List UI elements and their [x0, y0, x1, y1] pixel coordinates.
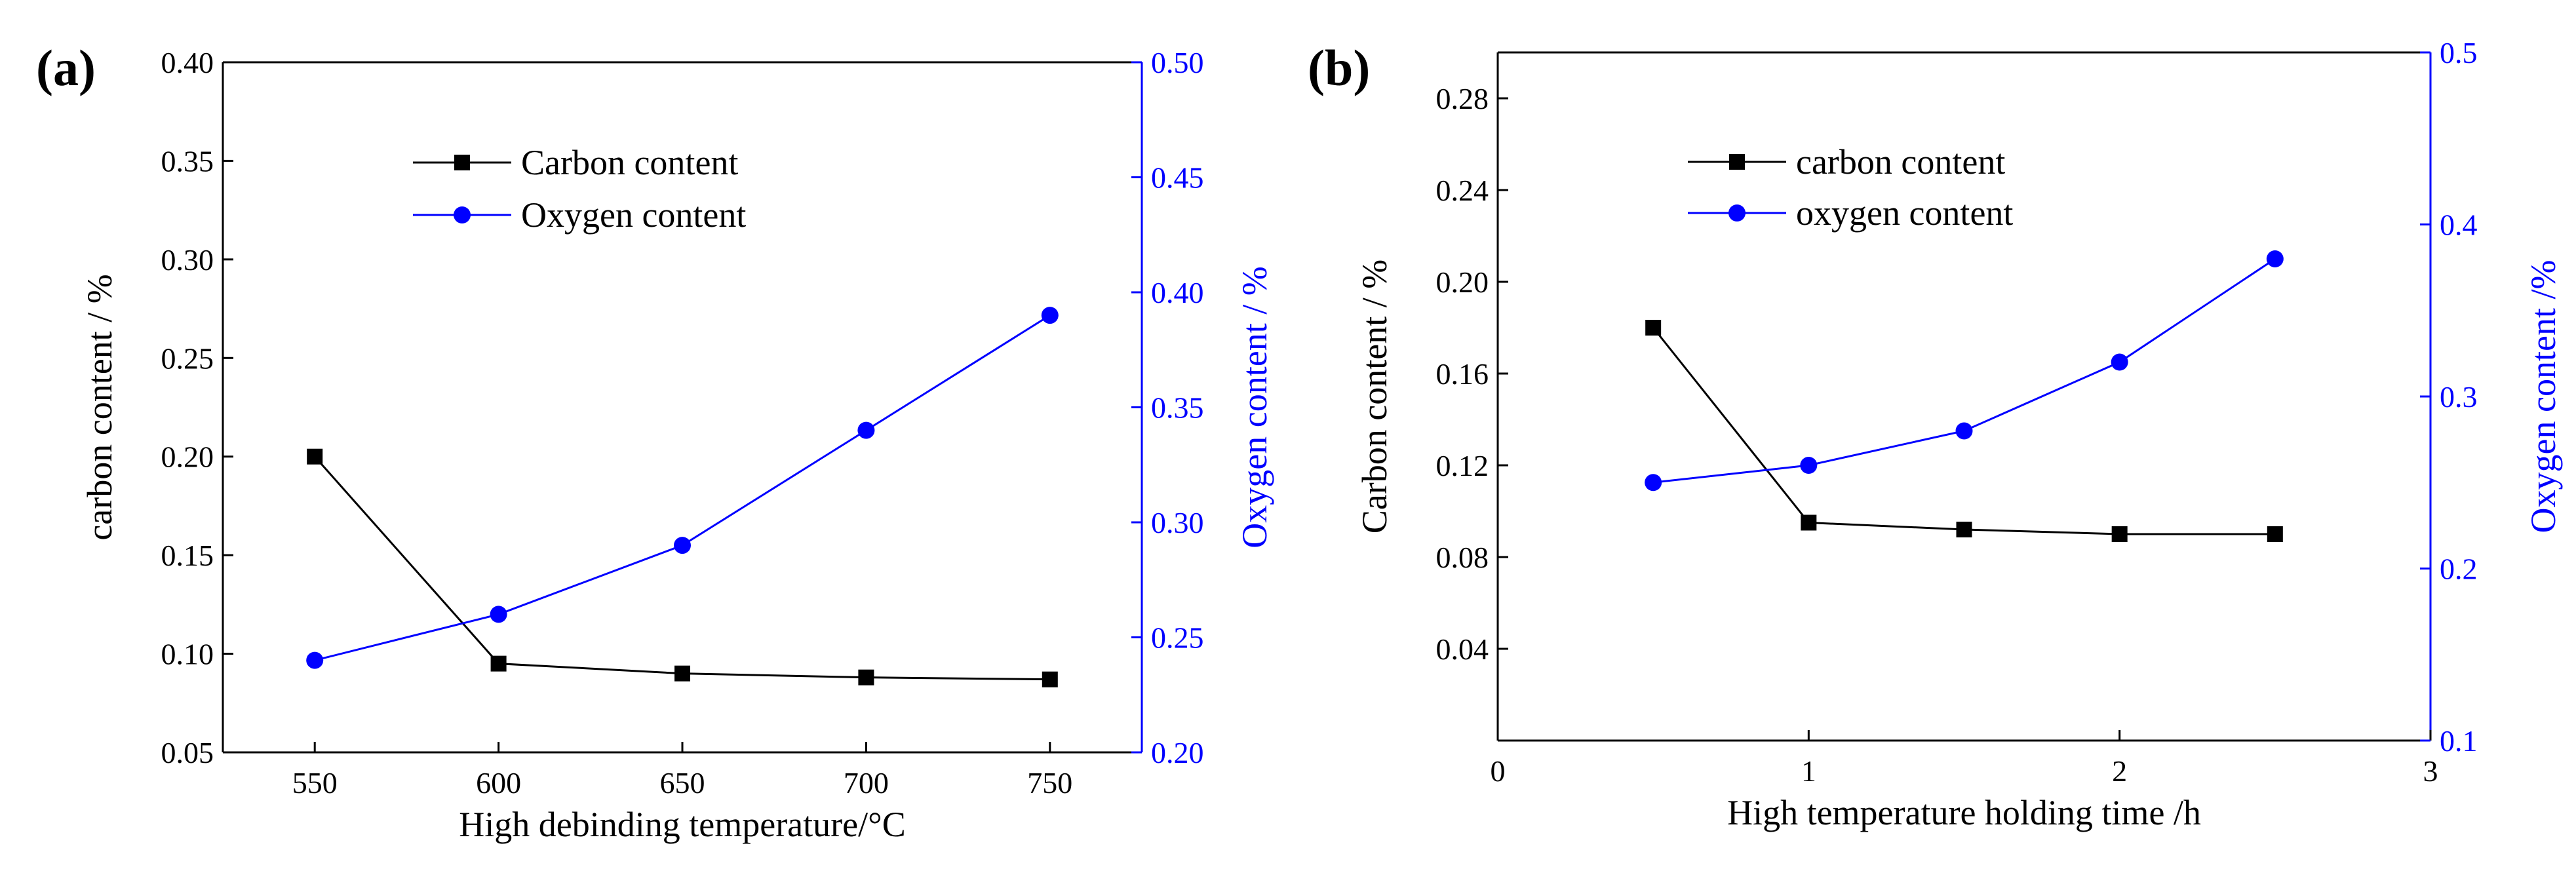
right-y-tick-label: 0.45 — [1151, 161, 1204, 195]
right-y-tick-label: 0.35 — [1151, 391, 1204, 425]
carbon-data-point — [1645, 320, 1662, 336]
x-tick-label: 750 — [1027, 766, 1072, 800]
right-y-tick-label: 0.4 — [2440, 208, 2478, 242]
x-axis-title: High temperature holding time /h — [1727, 793, 2201, 832]
left-y-tick-label: 0.20 — [1436, 265, 1489, 299]
left-y-tick-label: 0.28 — [1436, 82, 1489, 115]
right-y-tick-label: 0.3 — [2440, 380, 2478, 414]
left-y-axis-title: carbon content / % — [80, 274, 119, 540]
legend-label: Carbon content — [521, 143, 738, 182]
right-y-tick-label: 0.25 — [1151, 621, 1204, 655]
right-y-tick-label: 0.5 — [2440, 36, 2478, 69]
left-y-tick-label: 0.24 — [1436, 174, 1489, 207]
x-tick-label: 1 — [1801, 754, 1816, 788]
carbon-data-point — [2111, 526, 2128, 542]
right-y-axis-title: Oxygen content /% — [2524, 260, 2563, 533]
x-tick-label: 0 — [1491, 754, 1506, 788]
right-y-tick-label: 0.1 — [2440, 724, 2478, 758]
carbon-data-point — [1956, 522, 1972, 537]
x-tick-label: 650 — [660, 766, 705, 800]
legend-label: oxygen content — [1796, 193, 2013, 233]
x-tick-label: 550 — [292, 766, 338, 800]
panel-label: (a) — [36, 39, 96, 96]
legend-marker-circle — [1728, 204, 1746, 222]
carbon-data-point — [1042, 671, 1058, 687]
carbon-data-point — [490, 655, 507, 672]
x-axis-title: High debinding temperature/°C — [459, 805, 905, 844]
right-y-tick-label: 0.30 — [1151, 506, 1204, 539]
oxygen-data-point — [2266, 250, 2284, 267]
right-y-axis-title: Oxygen content / % — [1235, 266, 1274, 548]
panel-label: (b) — [1308, 39, 1370, 96]
x-tick-label: 700 — [844, 766, 889, 800]
x-tick-label: 2 — [2112, 754, 2127, 788]
carbon-data-point — [674, 665, 690, 682]
right-y-tick-label: 0.40 — [1151, 276, 1204, 309]
left-y-tick-label: 0.35 — [161, 144, 214, 178]
carbon-data-point — [858, 669, 874, 686]
carbon-series-line — [314, 455, 1050, 681]
left-y-tick-label: 0.10 — [161, 638, 214, 671]
oxygen-data-point — [2111, 353, 2128, 371]
left-y-tick-label: 0.04 — [1436, 632, 1489, 666]
legend-marker-circle — [454, 206, 471, 223]
left-y-tick-label: 0.30 — [161, 243, 214, 277]
oxygen-series-line — [1653, 258, 2276, 484]
left-y-tick-label: 0.20 — [161, 440, 214, 474]
oxygen-data-point — [1800, 457, 1818, 474]
carbon-data-point — [1801, 514, 1817, 531]
oxygen-data-point — [1041, 307, 1059, 324]
left-y-tick-label: 0.40 — [161, 46, 214, 79]
left-y-tick-label: 0.08 — [1436, 541, 1489, 574]
carbon-data-point — [307, 448, 323, 465]
right-y-tick-label: 0.2 — [2440, 552, 2478, 586]
chart-panel-b: (b) 0 1 2 3 0.04 0.08 0.12 0.16 0.20 0.24 0.28 0.1 0.… — [1308, 36, 2563, 832]
oxygen-data-point — [490, 606, 507, 623]
left-y-tick-label: 0.15 — [161, 539, 214, 572]
oxygen-data-point — [1645, 474, 1662, 492]
chart-panel-a: (a) 550 600 650 700 750 0.05 0.10 0.15 0.20 0.25 0.… — [36, 39, 1274, 844]
legend-marker-square — [454, 155, 470, 170]
oxygen-data-point — [857, 421, 875, 439]
oxygen-data-point — [1955, 422, 1973, 440]
oxygen-data-point — [306, 651, 324, 669]
legend-marker-square — [1729, 154, 1745, 170]
oxygen-series-line — [314, 314, 1051, 662]
left-y-tick-label: 0.16 — [1436, 357, 1489, 391]
x-tick-label: 3 — [2423, 754, 2438, 788]
carbon-data-point — [2267, 526, 2283, 542]
legend-label: Oxygen content — [521, 195, 746, 235]
left-y-tick-label: 0.12 — [1436, 449, 1489, 482]
right-y-tick-label: 0.20 — [1151, 736, 1204, 769]
left-y-tick-label: 0.05 — [161, 736, 214, 769]
left-y-tick-label: 0.25 — [161, 341, 214, 375]
x-tick-label: 600 — [476, 766, 521, 800]
right-y-tick-label: 0.50 — [1151, 46, 1204, 79]
legend-label: carbon content — [1796, 142, 2005, 182]
left-y-axis-title: Carbon content / % — [1355, 260, 1394, 533]
oxygen-data-point — [674, 537, 691, 554]
